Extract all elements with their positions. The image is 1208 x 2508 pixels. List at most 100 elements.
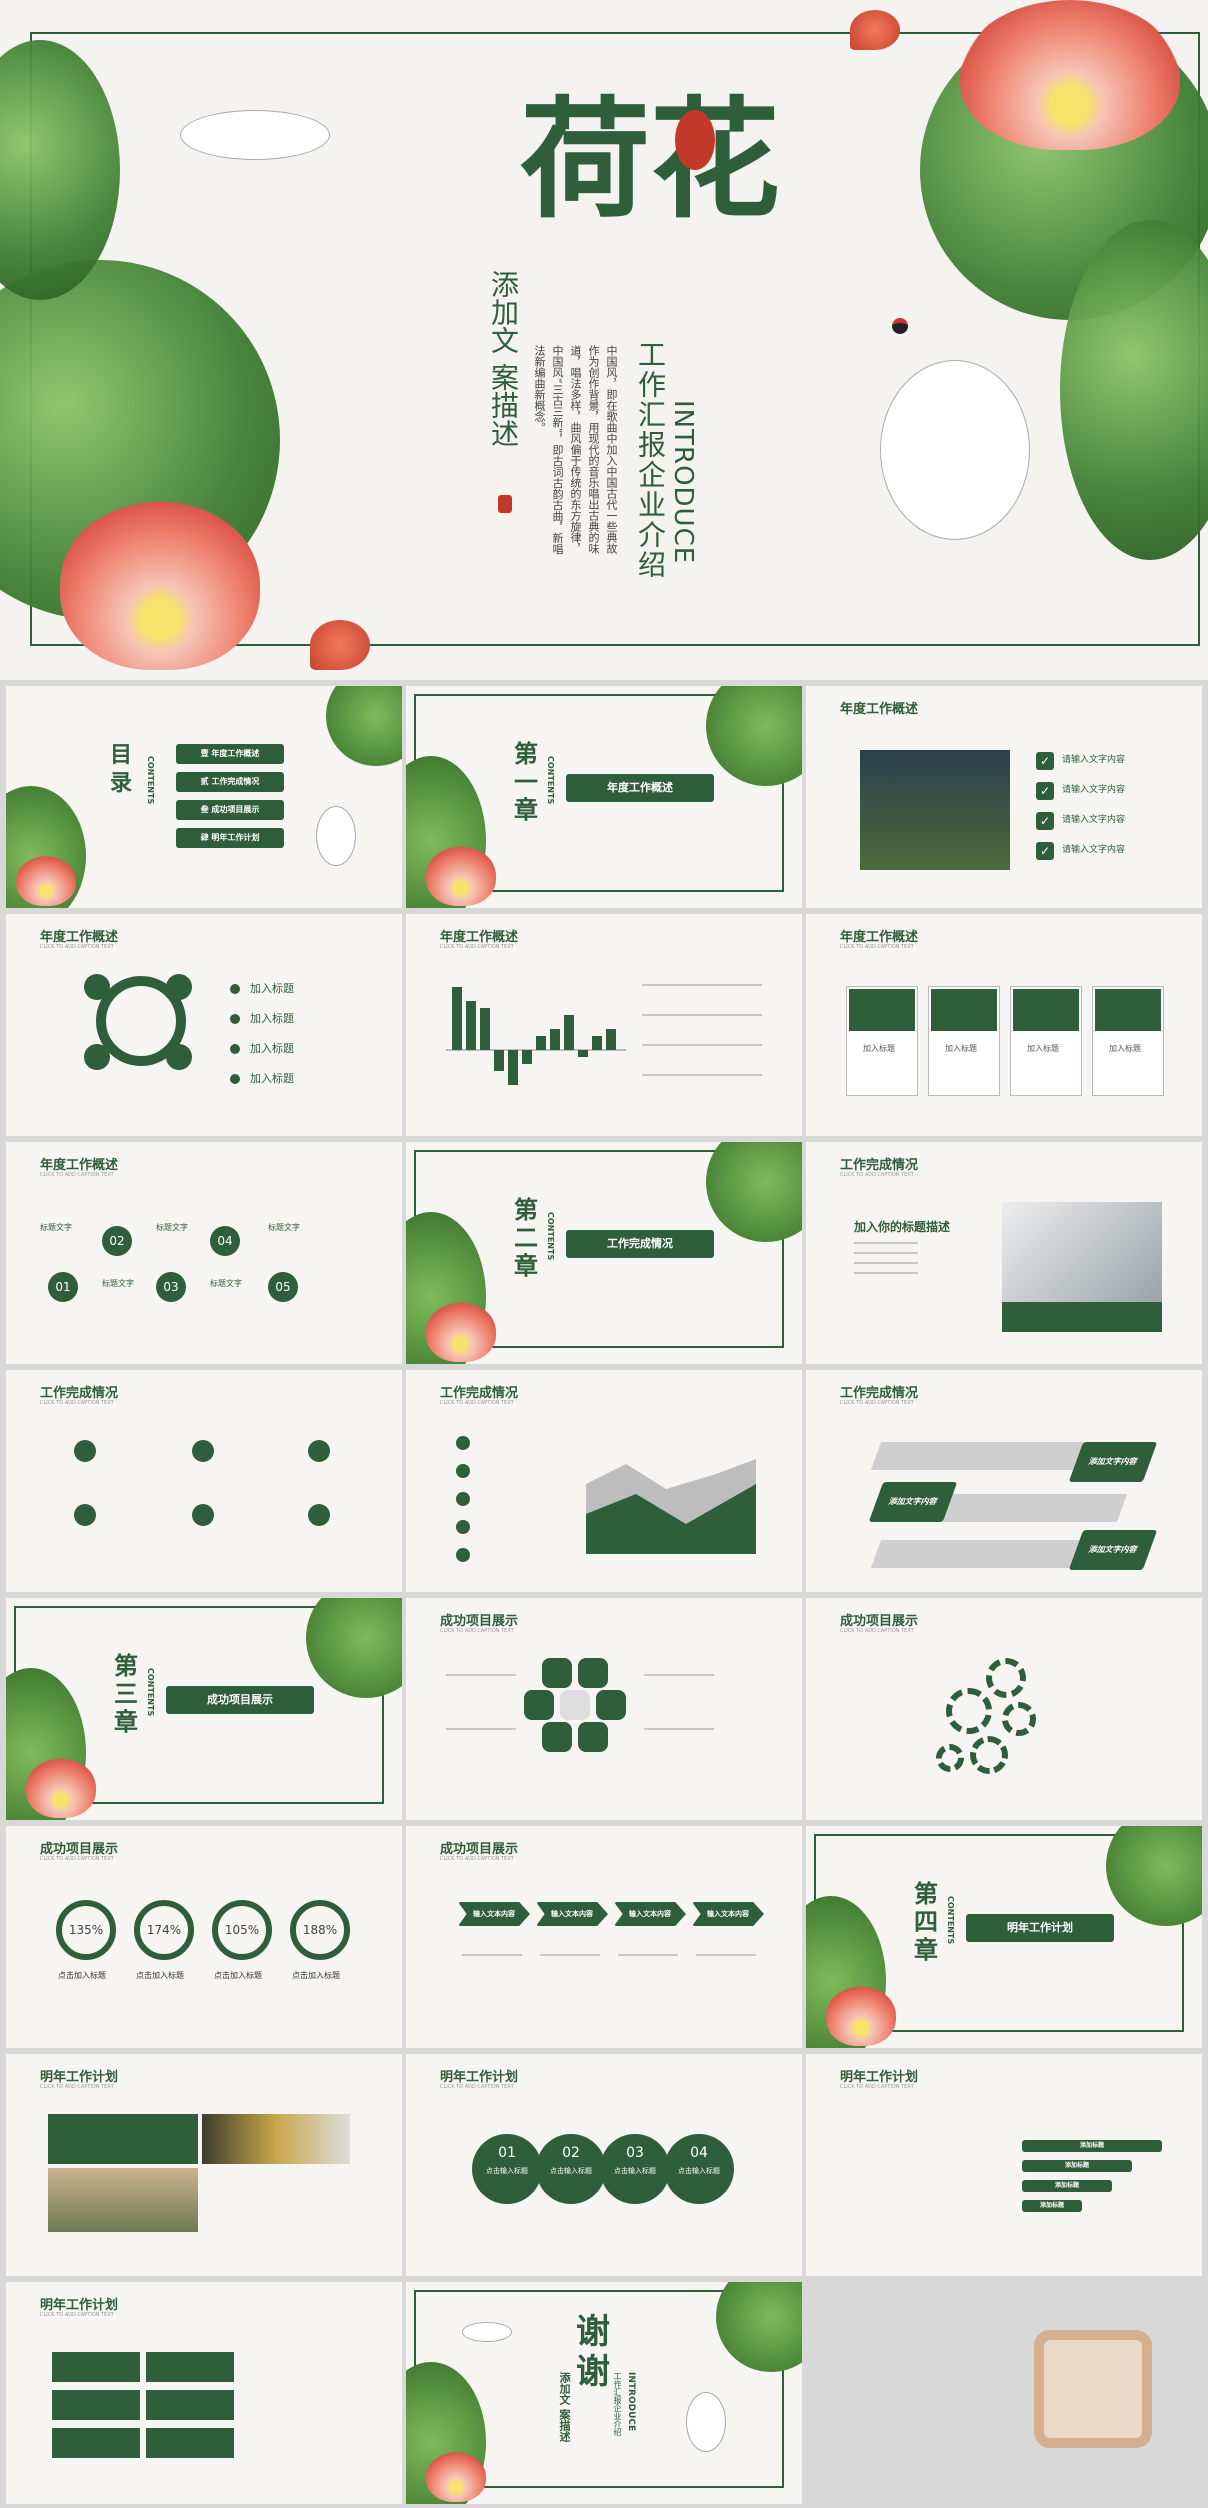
check-item: 请输入文字内容 xyxy=(1062,815,1126,825)
slide-cards[interactable]: 年度工作概述 CLICK TO ADD CAPTION TEXT 加入标题 加入… xyxy=(806,914,1202,1136)
crane-standing xyxy=(880,360,1030,540)
crane-head xyxy=(892,318,908,334)
slide-bar-chart[interactable]: 年度工作概述 CLICK TO ADD CAPTION TEXT xyxy=(406,914,802,1136)
thanks-side: 添加文 案描述 xyxy=(558,2372,571,2442)
slide-icons-grid[interactable]: 工作完成情况 CLICK TO ADD CAPTION TEXT xyxy=(6,1370,402,1592)
text-box xyxy=(48,2114,198,2164)
slide-title: 成功项目展示 xyxy=(440,1842,519,1857)
bar xyxy=(606,1029,616,1050)
bar xyxy=(466,1001,476,1050)
percent-ring: 135% xyxy=(56,1900,116,1960)
chapter-en: CONTENTS xyxy=(546,1212,555,1261)
timeline-label: 标题文字 xyxy=(156,1223,188,1232)
ring-label: 点击加入标题 xyxy=(292,1971,340,1980)
timeline-label: 标题文字 xyxy=(268,1223,300,1232)
bar xyxy=(592,1036,602,1050)
slide-bubbles[interactable]: 明年工作计划 CLICK TO ADD CAPTION TEXT 01 点击输入标… xyxy=(406,2054,802,2276)
slide-chapter-4[interactable]: 第四章 CONTENTS 明年工作计划 xyxy=(806,1826,1202,2048)
chapter-number: 第二章 xyxy=(514,1195,538,1280)
slide-hbars[interactable]: 明年工作计划 CLICK TO ADD CAPTION TEXT 添加标题 添加… xyxy=(806,2054,1202,2276)
step-label: 点击输入标题 xyxy=(614,2167,656,2175)
slide-gears[interactable]: 成功项目展示 CLICK TO ADD CAPTION TEXT xyxy=(806,1598,1202,1820)
check-item: 请输入文字内容 xyxy=(1062,785,1126,795)
step-label: 点击输入标题 xyxy=(486,2167,528,2175)
item-label: 加入标题 xyxy=(250,982,294,995)
card[interactable]: 加入标题 xyxy=(846,986,918,1096)
text-line xyxy=(854,1242,918,1244)
hero-slide[interactable]: 荷花 INTRODUCE 工作汇报企业介绍 中国风，即在歌曲中加入中国古代一些典… xyxy=(0,0,1208,680)
text-line xyxy=(642,984,762,986)
slide-photo-collage[interactable]: 明年工作计划 CLICK TO ADD CAPTION TEXT xyxy=(6,2054,402,2276)
chapter-label: 成功项目展示 xyxy=(166,1686,314,1714)
slide-rings[interactable]: 成功项目展示 CLICK TO ADD CAPTION TEXT 135% 17… xyxy=(6,1826,402,2048)
cycle-node xyxy=(166,974,192,1000)
thanks-sub: 工作汇报企业介绍 xyxy=(613,2372,622,2436)
slide-cycle[interactable]: 年度工作概述 CLICK TO ADD CAPTION TEXT 加入标题 加入… xyxy=(6,914,402,1136)
contents-item[interactable]: 壹 年度工作概述 xyxy=(176,744,284,764)
slide-contents[interactable]: 目录 CONTENTS 壹 年度工作概述 贰 工作完成情况 叁 成功项目展示 肆… xyxy=(6,686,402,908)
slide-title: 成功项目展示 xyxy=(40,1842,119,1857)
slide-chapter-3[interactable]: 第三章 CONTENTS 成功项目展示 xyxy=(6,1598,402,1820)
slide-title: 工作完成情况 xyxy=(840,1386,919,1401)
bar xyxy=(536,1036,546,1050)
info-box xyxy=(52,2428,140,2458)
timeline-node: 01 xyxy=(48,1272,78,1302)
contents-item[interactable]: 叁 成功项目展示 xyxy=(176,800,284,820)
slide-list-boxes[interactable]: 明年工作计划 CLICK TO ADD CAPTION TEXT xyxy=(6,2282,402,2504)
bullet xyxy=(230,1044,240,1054)
slide-subtitle: CLICK TO ADD CAPTION TEXT xyxy=(40,2084,114,2090)
slide-hexagons[interactable]: 成功项目展示 CLICK TO ADD CAPTION TEXT xyxy=(406,1598,802,1820)
slide-subtitle: CLICK TO ADD CAPTION TEXT xyxy=(40,1400,114,1406)
item-label: 加入标题 xyxy=(250,1042,294,1055)
slide-overview-image[interactable]: 年度工作概述 ✓ 请输入文字内容 ✓ 请输入文字内容 ✓ 请输入文字内容 ✓ 请… xyxy=(806,686,1202,908)
step-number: 04 xyxy=(690,2145,708,2161)
card[interactable]: 加入标题 xyxy=(1092,986,1164,1096)
text-line xyxy=(446,1728,516,1730)
slide-title: 明年工作计划 xyxy=(40,2298,119,2313)
slide-ribbons[interactable]: 工作完成情况 CLICK TO ADD CAPTION TEXT 添加文字内容 … xyxy=(806,1370,1202,1592)
slide-thanks[interactable]: 谢谢 INTRODUCE 工作汇报企业介绍 添加文 案描述 xyxy=(406,2282,802,2504)
card[interactable]: 加入标题 xyxy=(1010,986,1082,1096)
lotus-flower xyxy=(826,1986,896,2046)
timeline-label: 标题文字 xyxy=(210,1279,242,1288)
section-heading: 加入你的标题描述 xyxy=(854,1220,951,1234)
step-number: 03 xyxy=(626,2145,644,2161)
chapter-label: 年度工作概述 xyxy=(566,774,714,802)
card[interactable]: 加入标题 xyxy=(928,986,1000,1096)
slide-photo-text[interactable]: 工作完成情况 CLICK TO ADD CAPTION TEXT 加入你的标题描… xyxy=(806,1142,1202,1364)
slide-subtitle: CLICK TO ADD CAPTION TEXT xyxy=(840,2084,914,2090)
slide-chapter-2[interactable]: 第二章 CONTENTS 工作完成情况 xyxy=(406,1142,802,1364)
percent-ring: 188% xyxy=(290,1900,350,1960)
feature-icon xyxy=(308,1440,330,1462)
lotus-flower xyxy=(26,1758,96,1818)
feature-icon xyxy=(192,1504,214,1526)
slide-arrows[interactable]: 成功项目展示 CLICK TO ADD CAPTION TEXT 输入文本内容 … xyxy=(406,1826,802,2048)
bullet xyxy=(230,1074,240,1084)
slide-title: 明年工作计划 xyxy=(40,2070,119,2085)
slide-timeline[interactable]: 年度工作概述 CLICK TO ADD CAPTION TEXT 01 02 0… xyxy=(6,1142,402,1364)
text-line xyxy=(854,1272,918,1274)
hexagon xyxy=(542,1658,572,1688)
contents-item[interactable]: 贰 工作完成情况 xyxy=(176,772,284,792)
contents-en: CONTENTS xyxy=(146,756,155,805)
cycle-node xyxy=(166,1044,192,1070)
info-box xyxy=(52,2352,140,2382)
slide-title: 年度工作概述 xyxy=(840,930,919,945)
area-chart xyxy=(586,1459,756,1554)
feature-icon xyxy=(74,1504,96,1526)
slide-subtitle: CLICK TO ADD CAPTION TEXT xyxy=(40,1856,114,1862)
slide-chapter-1[interactable]: 第一章 CONTENTS 年度工作概述 xyxy=(406,686,802,908)
contents-item[interactable]: 肆 明年工作计划 xyxy=(176,828,284,848)
ring-label: 点击加入标题 xyxy=(214,1971,262,1980)
slide-title: 年度工作概述 xyxy=(40,1158,119,1173)
thanks-title: 谢谢 xyxy=(576,2312,610,2392)
slide-title: 工作完成情况 xyxy=(840,1158,919,1173)
slide-area-chart[interactable]: 工作完成情况 CLICK TO ADD CAPTION TEXT xyxy=(406,1370,802,1592)
p-logo-watermark xyxy=(1034,2330,1152,2448)
bar xyxy=(578,1050,588,1057)
bullet xyxy=(230,1014,240,1024)
text-line xyxy=(642,1074,762,1076)
chapter-number: 第一章 xyxy=(514,739,538,824)
crane-flying xyxy=(462,2322,512,2342)
card-title: 加入标题 xyxy=(1027,1044,1059,1053)
